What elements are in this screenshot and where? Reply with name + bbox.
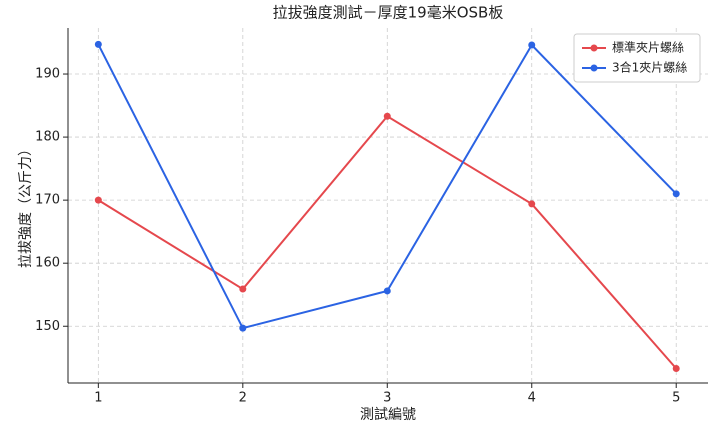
- chart-title: 拉拔強度測試－厚度19毫米OSB板: [273, 4, 504, 22]
- y-tick-label: 170: [35, 193, 60, 208]
- legend-marker: [590, 64, 598, 72]
- y-tick-label: 150: [35, 319, 60, 334]
- data-point: [672, 190, 680, 198]
- data-point: [383, 287, 391, 295]
- legend-box: [573, 33, 701, 83]
- data-point: [239, 324, 247, 332]
- legend-marker: [590, 44, 598, 52]
- data-point: [239, 285, 247, 293]
- y-axis-label: 拉拔強度（公斤力）: [18, 142, 34, 268]
- data-point: [94, 40, 102, 48]
- legend: 標準夾片螺絲 3合1夾片螺絲: [573, 33, 701, 83]
- data-point: [528, 41, 536, 49]
- data-point: [94, 196, 102, 204]
- data-point: [528, 200, 536, 208]
- x-axis-label: 測試編號: [360, 407, 416, 423]
- x-tick-label: 4: [528, 391, 536, 406]
- data-point: [383, 112, 391, 120]
- x-tick-label: 1: [94, 391, 102, 406]
- legend-label: 3合1夾片螺絲: [612, 60, 687, 75]
- x-tick-label: 3: [383, 391, 391, 406]
- data-point: [672, 364, 680, 372]
- y-tick-label: 160: [35, 256, 60, 271]
- x-tick-label: 5: [672, 391, 680, 406]
- y-tick-label: 190: [35, 67, 60, 82]
- legend-label: 標準夾片螺絲: [612, 40, 684, 55]
- x-tick-label: 2: [239, 391, 247, 406]
- y-tick-label: 180: [35, 130, 60, 145]
